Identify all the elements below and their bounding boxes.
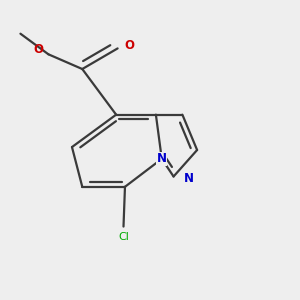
- Text: N: N: [157, 152, 167, 165]
- Text: O: O: [33, 43, 43, 56]
- Text: Cl: Cl: [118, 232, 129, 242]
- Text: N: N: [184, 172, 194, 185]
- Text: O: O: [124, 39, 134, 52]
